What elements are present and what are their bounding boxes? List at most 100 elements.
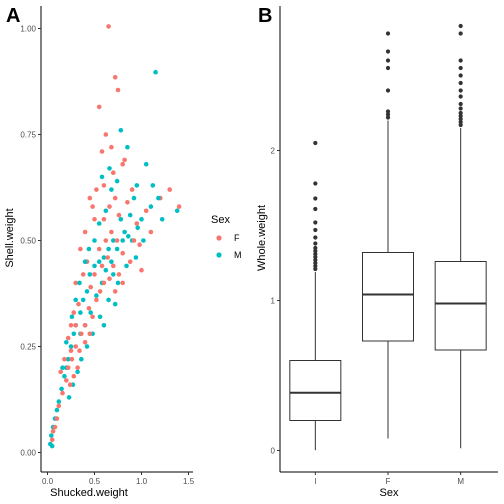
panel-b-tag: B — [258, 5, 272, 27]
box-outlier — [313, 196, 318, 201]
box-outlier — [385, 115, 391, 120]
scatter-point-f — [71, 310, 77, 315]
scatter-point-m — [66, 395, 72, 400]
scatter-point-f — [94, 187, 99, 192]
scatter-point-m — [84, 344, 90, 349]
scatter-point-m — [135, 225, 140, 231]
scatter-point-f — [99, 263, 105, 269]
scatter-point-f — [92, 272, 97, 277]
scatter-point-f — [97, 289, 103, 294]
scatter-point-f — [75, 365, 80, 371]
scatter-point-m — [103, 208, 109, 214]
scatter-point-m — [86, 246, 92, 252]
scatter-point-f — [120, 280, 125, 286]
scatter-x-tick-label: 1.5 — [183, 477, 195, 486]
scatter-point-m — [112, 301, 118, 307]
scatter-point-f — [105, 255, 110, 260]
scatter-point-m — [79, 356, 84, 362]
scatter-point-f — [69, 356, 75, 362]
scatter-point-f — [68, 323, 74, 328]
scatter-point-f — [112, 75, 118, 80]
scatter-point-m — [73, 297, 78, 303]
scatter-point-m — [115, 280, 121, 286]
box-outlier — [458, 119, 463, 125]
scatter-point-m — [62, 373, 67, 379]
scatter-point-m — [69, 314, 75, 320]
scatter-point-f — [90, 314, 95, 320]
box-outlier — [313, 260, 318, 266]
legend-key-f — [216, 235, 222, 241]
scatter-point-f — [109, 144, 114, 150]
scatter-point-f — [101, 217, 107, 222]
scatter-point-m — [118, 217, 124, 222]
scatter-point-m — [133, 255, 139, 260]
boxplot-boxes — [289, 23, 487, 451]
scatter-point-m — [120, 238, 125, 243]
scatter-point-f — [125, 200, 130, 205]
scatter-point-f — [92, 217, 97, 222]
scatter-point-f — [86, 306, 92, 311]
box-outlier — [313, 206, 318, 212]
scatter-x-tick-label: 0.5 — [89, 477, 101, 486]
scatter-point-m — [82, 259, 88, 265]
scatter-panel: 0.0 0.5 1.0 1.5 0.00 0.25 0.50 0.75 1.00 — [20, 6, 195, 486]
scatter-point-m — [54, 407, 60, 413]
boxplot-x-tick-label: M — [457, 477, 464, 486]
legend-title: Sex — [211, 214, 230, 226]
box-outlier — [458, 110, 463, 116]
scatter-point-m — [49, 443, 55, 449]
scatter-point-f — [101, 183, 107, 188]
box-outlier — [458, 58, 463, 63]
scatter-point-f — [103, 238, 109, 243]
scatter-point-f — [96, 246, 102, 252]
scatter-point-m — [101, 255, 107, 260]
scatter-point-m — [125, 144, 130, 150]
scatter-point-f — [87, 195, 93, 201]
scatter-point-m — [139, 217, 144, 222]
box-outlier — [313, 266, 318, 272]
scatter-point-f — [68, 348, 74, 354]
scatter-point-m — [118, 128, 124, 133]
scatter-point-f — [73, 344, 78, 349]
scatter-point-m — [59, 386, 64, 392]
scatter-point-f — [49, 437, 55, 443]
scatter-point-f — [103, 132, 109, 137]
box-outlier — [458, 94, 463, 99]
scatter-y-tick-label: 0.00 — [20, 449, 36, 458]
boxplot-y-axis-label: Whole.weight — [256, 205, 268, 271]
scatter-point-m — [127, 212, 133, 218]
scatter-point-m — [109, 187, 114, 192]
boxplot-y-tick-label: 0 — [271, 447, 276, 456]
scatter-point-f — [77, 348, 82, 354]
scatter-point-m — [148, 204, 154, 209]
scatter-point-m — [60, 365, 65, 371]
box-outlier — [385, 58, 391, 63]
box-outlier — [385, 31, 391, 36]
scatter-point-f — [76, 301, 81, 307]
scatter-point-m — [64, 340, 69, 345]
scatter-point-m — [107, 166, 112, 171]
box-outlier — [458, 113, 463, 119]
scatter-point-m — [96, 221, 102, 226]
scatter-point-f — [127, 259, 133, 265]
scatter-point-m — [174, 208, 180, 214]
scatter-point-m — [122, 229, 127, 235]
scatter-point-f — [54, 416, 60, 421]
box-outlier — [313, 241, 318, 246]
scatter-point-f — [94, 297, 99, 303]
box-outlier — [313, 181, 318, 186]
box-iqr — [289, 360, 342, 421]
scatter-point-m — [84, 289, 90, 294]
box-outlier — [458, 73, 463, 78]
scatter-point-f — [137, 242, 142, 247]
box-outlier — [458, 31, 463, 36]
scatter-point-f — [50, 429, 56, 434]
boxplot-axes: 0 1 2 I F M — [271, 6, 498, 486]
scatter-point-f — [114, 238, 120, 243]
box-outlier — [458, 106, 463, 111]
scatter-point-f — [58, 369, 63, 375]
scatter-point-f — [64, 378, 69, 383]
box-outlier — [313, 227, 318, 233]
boxplot-panel: 0 1 2 I F M — [271, 6, 498, 486]
scatter-point-f — [56, 403, 62, 409]
